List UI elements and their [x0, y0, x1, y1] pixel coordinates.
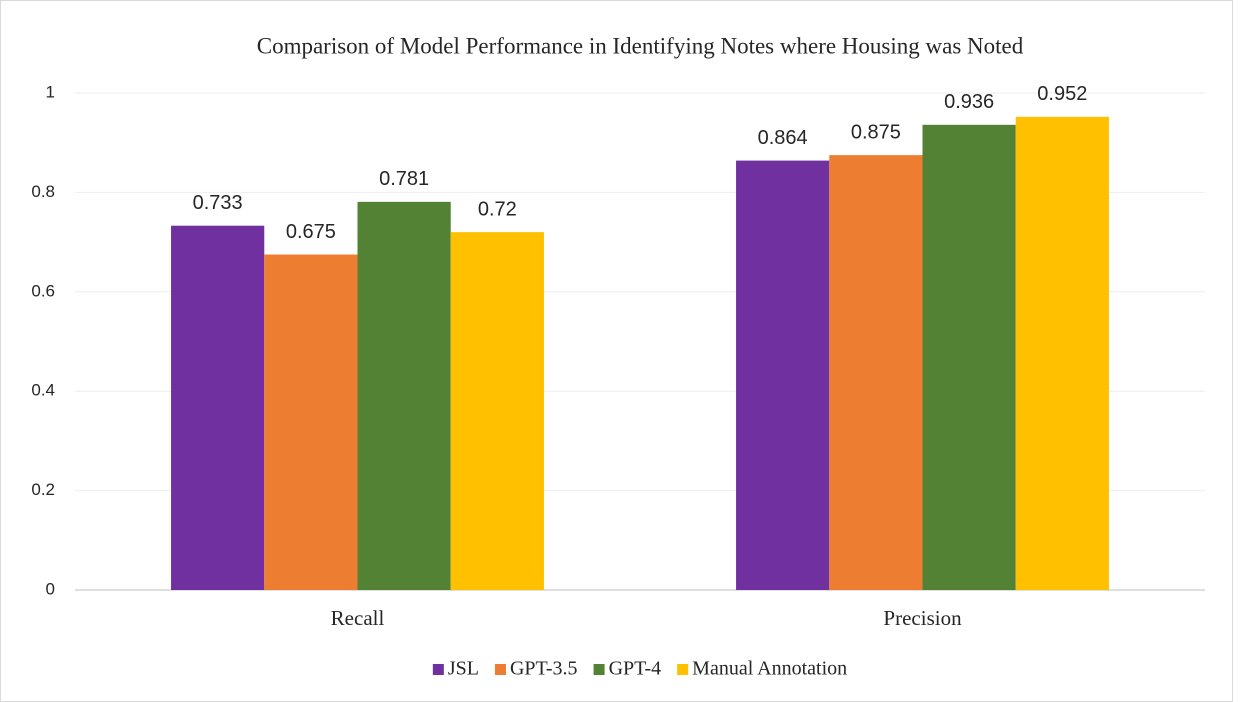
- data-label: 0.72: [478, 198, 517, 220]
- y-tick-label: 0.2: [31, 480, 55, 499]
- y-tick-label: 0.4: [31, 381, 55, 400]
- data-label: 0.936: [944, 91, 994, 113]
- data-label: 0.875: [851, 121, 901, 143]
- bar: [922, 124, 1016, 591]
- legend-label: GPT-3.5: [510, 658, 578, 680]
- data-label: 0.733: [193, 192, 243, 214]
- legend-marker: [677, 664, 689, 675]
- x-tick-label: Recall: [331, 606, 385, 630]
- legend-label: Manual Annotation: [692, 658, 847, 680]
- legend-label: JSL: [448, 658, 479, 680]
- y-tick-label: 0.8: [31, 182, 55, 201]
- legend-marker: [593, 664, 605, 675]
- data-label: 0.864: [758, 127, 808, 149]
- bar: [1015, 116, 1109, 590]
- bar: [736, 160, 830, 591]
- legend-marker: [494, 664, 506, 675]
- bar: [829, 155, 923, 590]
- chart-title: Comparison of Model Performance in Ident…: [257, 33, 1024, 58]
- bar: [171, 225, 265, 590]
- bar: [357, 201, 451, 590]
- bar: [264, 254, 358, 590]
- legend-marker: [432, 664, 444, 675]
- y-tick-label: 0: [46, 579, 55, 598]
- x-tick-label: Precision: [883, 606, 962, 630]
- y-tick-label: 1: [46, 82, 55, 101]
- data-label: 0.675: [286, 221, 336, 243]
- data-label: 0.952: [1037, 83, 1087, 105]
- bar: [450, 232, 544, 590]
- legend-label: GPT-4: [609, 658, 662, 680]
- y-tick-label: 0.6: [31, 281, 55, 300]
- data-label: 0.781: [379, 168, 429, 190]
